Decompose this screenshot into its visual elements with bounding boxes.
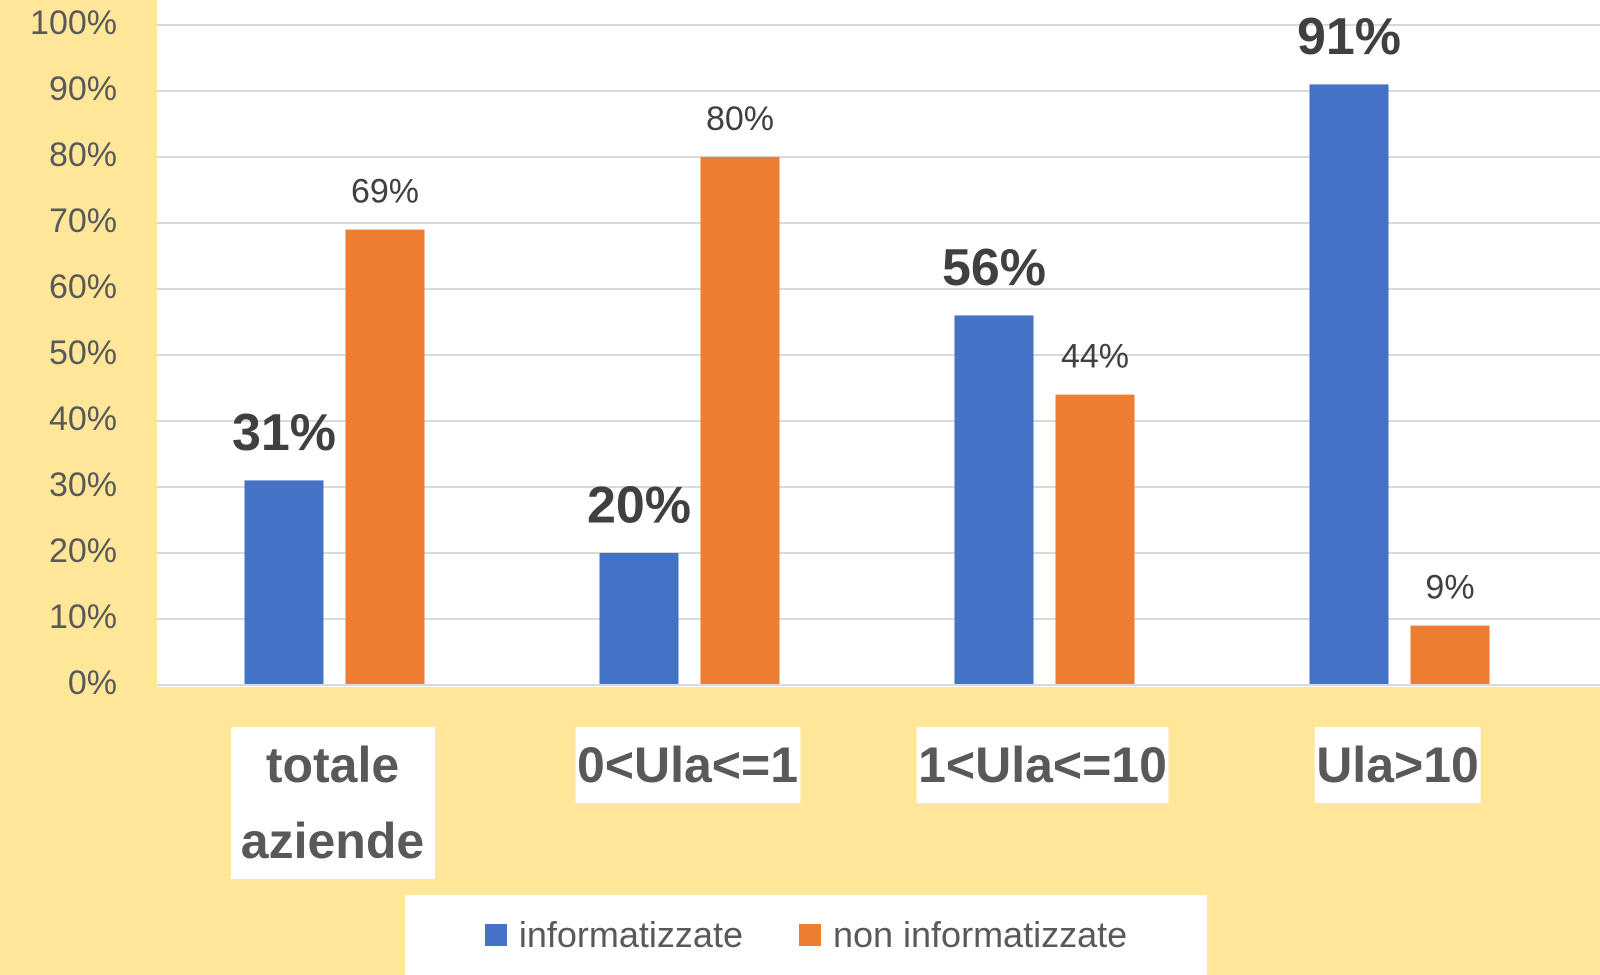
y-tick-label: 20% [49, 532, 117, 570]
y-tick-label: 50% [49, 334, 117, 372]
x-tick-label: totale aziende [230, 727, 435, 879]
bar [1309, 84, 1389, 685]
legend-item: informatizzate [484, 914, 743, 956]
bar [1055, 394, 1135, 685]
y-tick-label: 90% [49, 70, 117, 108]
y-tick-label: 100% [30, 4, 117, 42]
legend-item: non informatizzate [798, 914, 1128, 956]
y-tick-label: 0% [68, 664, 117, 702]
y-tick-label: 10% [49, 598, 117, 636]
legend-swatch [484, 924, 507, 946]
y-tick-label: 70% [49, 202, 117, 240]
data-label: 69% [351, 173, 419, 211]
data-label: 9% [1425, 569, 1474, 607]
bar [244, 480, 324, 685]
bar [599, 553, 679, 685]
y-tick-label: 60% [49, 268, 117, 306]
bar [345, 229, 425, 685]
data-label: 91% [1297, 8, 1401, 66]
legend-swatch [798, 924, 821, 946]
bar [1410, 625, 1490, 685]
data-label: 20% [587, 477, 691, 535]
data-label: 44% [1061, 338, 1129, 376]
legend-label: non informatizzate [832, 914, 1128, 955]
data-label: 56% [942, 239, 1046, 297]
bar [954, 315, 1034, 685]
legend: informatizzate non informatizzate [405, 895, 1207, 975]
data-label: 31% [232, 404, 336, 462]
x-tick-label: Ula>10 [1314, 727, 1481, 803]
bar [700, 157, 780, 685]
x-tick-label: 1<Ula<=10 [916, 727, 1169, 803]
legend-label: informatizzate [518, 914, 743, 955]
y-tick-label: 40% [49, 400, 117, 438]
x-tick-label: 0<Ula<=1 [574, 727, 801, 803]
data-label: 80% [706, 100, 774, 138]
y-tick-label: 30% [49, 466, 117, 504]
y-tick-label: 80% [49, 136, 117, 174]
